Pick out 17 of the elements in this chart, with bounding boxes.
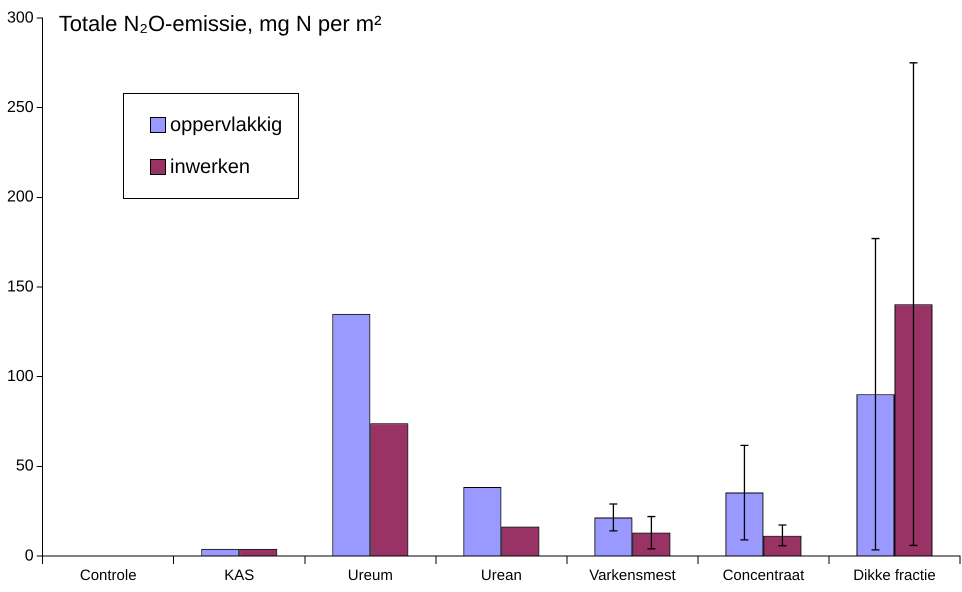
x-tick-label: Controle	[80, 567, 137, 584]
y-tick-label: 150	[6, 278, 34, 296]
y-tick-label: 250	[6, 99, 34, 116]
x-tick-label: Varkensmest	[589, 567, 676, 584]
y-tick-label: 300	[6, 9, 34, 26]
y-tick-label: 100	[6, 368, 34, 386]
x-tick-label: Urean	[480, 567, 522, 584]
legend-label: oppervlakkig	[170, 113, 282, 138]
y-tick-label: 50	[16, 458, 34, 475]
y-tick-label: 0	[24, 547, 34, 564]
x-tick-label: Ureum	[348, 567, 393, 584]
legend-label: inwerken	[170, 155, 250, 180]
x-tick-label: Dikke fractie	[853, 567, 936, 584]
chart-title: Totale N₂O-emissie, mg N per m²	[58, 11, 382, 36]
x-tick-label: Concentraat	[722, 567, 806, 584]
y-tick-label: 200	[6, 188, 34, 206]
x-tick-label: KAS	[224, 567, 254, 584]
